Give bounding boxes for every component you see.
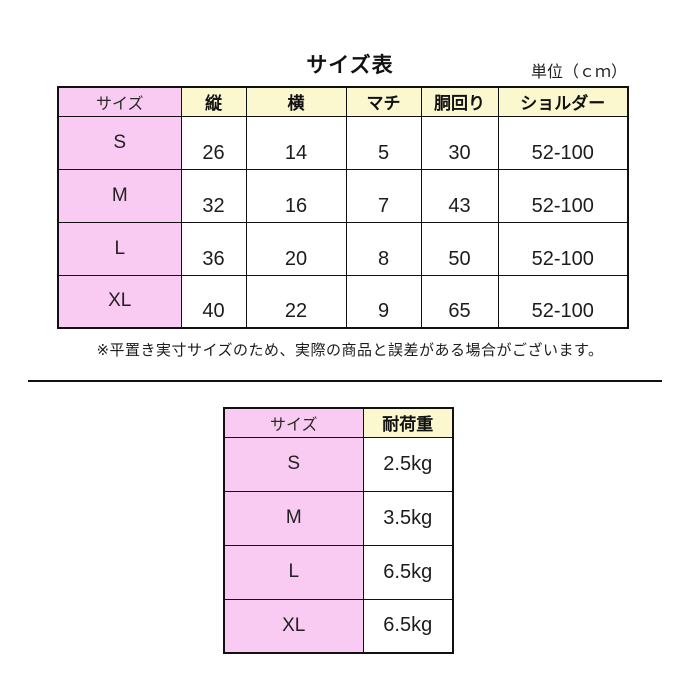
size-cell: L xyxy=(223,544,364,600)
size-cell: S xyxy=(57,115,182,170)
table-row: S 26 14 5 30 52-100 xyxy=(57,115,629,170)
value-cell: 16 xyxy=(245,168,347,223)
column-header-shoulder: ショルダー xyxy=(497,86,629,117)
value-cell: 14 xyxy=(245,115,347,170)
size-cell: L xyxy=(57,221,182,276)
value-cell: 8 xyxy=(345,221,422,276)
table-row: XL 6.5kg xyxy=(223,598,454,654)
load-table-header-row: サイズ 耐荷重 xyxy=(223,407,454,438)
value-cell: 20 xyxy=(245,221,347,276)
column-header-width: 横 xyxy=(245,86,347,117)
load-value-cell: 6.5kg xyxy=(362,598,454,654)
table-row: L 36 20 8 50 52-100 xyxy=(57,221,629,276)
value-cell: 22 xyxy=(245,274,347,329)
size-cell: XL xyxy=(223,598,364,654)
section-divider-line xyxy=(28,380,662,382)
value-cell: 52-100 xyxy=(497,221,629,276)
value-cell: 26 xyxy=(180,115,247,170)
unit-label: 単位（ｃｍ） xyxy=(530,64,627,81)
page-title: サイズ表 xyxy=(306,54,394,77)
value-cell: 40 xyxy=(180,274,247,329)
value-cell: 30 xyxy=(420,115,499,170)
value-cell: 52-100 xyxy=(497,115,629,170)
column-header-size: サイズ xyxy=(57,86,182,117)
value-cell: 43 xyxy=(420,168,499,223)
value-cell: 5 xyxy=(345,115,422,170)
table-row: M 32 16 7 43 52-100 xyxy=(57,168,629,223)
table-row: S 2.5kg xyxy=(223,436,454,492)
column-header-girth: 胴回り xyxy=(420,86,499,117)
measurement-disclaimer-note: ※平置き実寸サイズのため、実際の商品と誤差がある場合がございます。 xyxy=(96,342,604,359)
value-cell: 7 xyxy=(345,168,422,223)
value-cell: 50 xyxy=(420,221,499,276)
size-cell: S xyxy=(223,436,364,492)
size-cell: XL xyxy=(57,274,182,329)
value-cell: 65 xyxy=(420,274,499,329)
value-cell: 52-100 xyxy=(497,274,629,329)
value-cell: 32 xyxy=(180,168,247,223)
column-header-size: サイズ xyxy=(223,407,364,438)
load-value-cell: 6.5kg xyxy=(362,544,454,600)
load-value-cell: 3.5kg xyxy=(362,490,454,546)
load-value-cell: 2.5kg xyxy=(362,436,454,492)
column-header-load-capacity: 耐荷重 xyxy=(362,407,454,438)
value-cell: 9 xyxy=(345,274,422,329)
load-capacity-table: サイズ 耐荷重 S 2.5kg M 3.5kg L 6.5kg XL 6.5kg xyxy=(223,407,454,654)
value-cell: 36 xyxy=(180,221,247,276)
size-table-header-row: サイズ 縦 横 マチ 胴回り ショルダー xyxy=(57,86,629,117)
size-cell: M xyxy=(57,168,182,223)
size-measurements-table: サイズ 縦 横 マチ 胴回り ショルダー S 26 14 5 30 52-100… xyxy=(57,86,629,329)
value-cell: 52-100 xyxy=(497,168,629,223)
column-header-gusset: マチ xyxy=(345,86,422,117)
column-header-length: 縦 xyxy=(180,86,247,117)
table-row: XL 40 22 9 65 52-100 xyxy=(57,274,629,329)
table-row: L 6.5kg xyxy=(223,544,454,600)
size-cell: M xyxy=(223,490,364,546)
table-row: M 3.5kg xyxy=(223,490,454,546)
